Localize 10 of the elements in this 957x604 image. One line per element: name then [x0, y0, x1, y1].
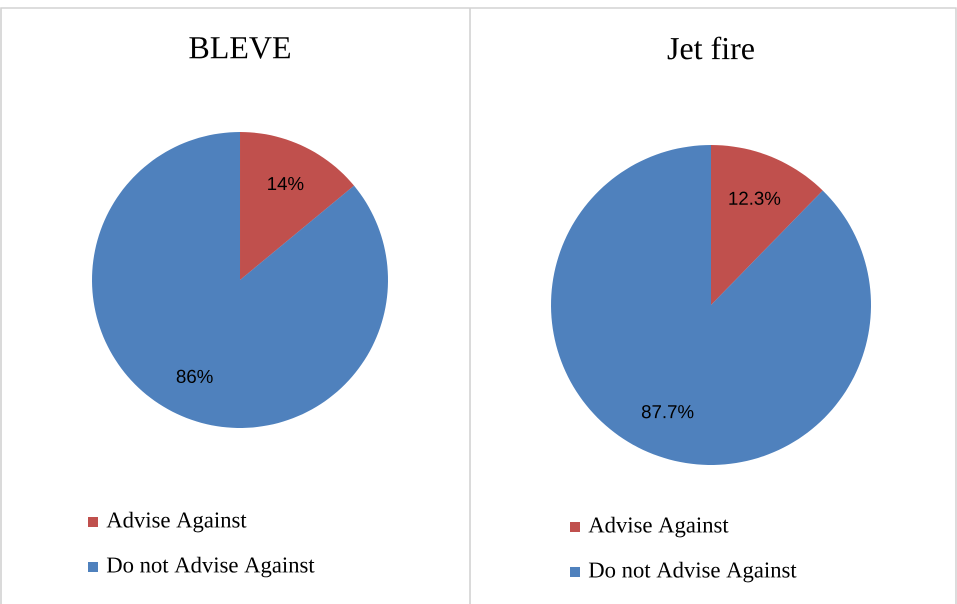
- data-label: 87.7%: [642, 405, 694, 418]
- legend-label: Do not Advise Against: [106, 556, 315, 578]
- legend-label: Do not Advise Against: [588, 562, 797, 582]
- legend-label: Advise Against: [588, 516, 729, 538]
- data-label: 14%: [268, 177, 304, 190]
- legend-label: Advise Against: [106, 512, 247, 532]
- data-label: 86%: [176, 370, 213, 384]
- data-label: 12.3%: [729, 192, 780, 205]
- chart-title: BLEVE: [189, 37, 290, 59]
- chart-title: Jet fire: [668, 36, 754, 60]
